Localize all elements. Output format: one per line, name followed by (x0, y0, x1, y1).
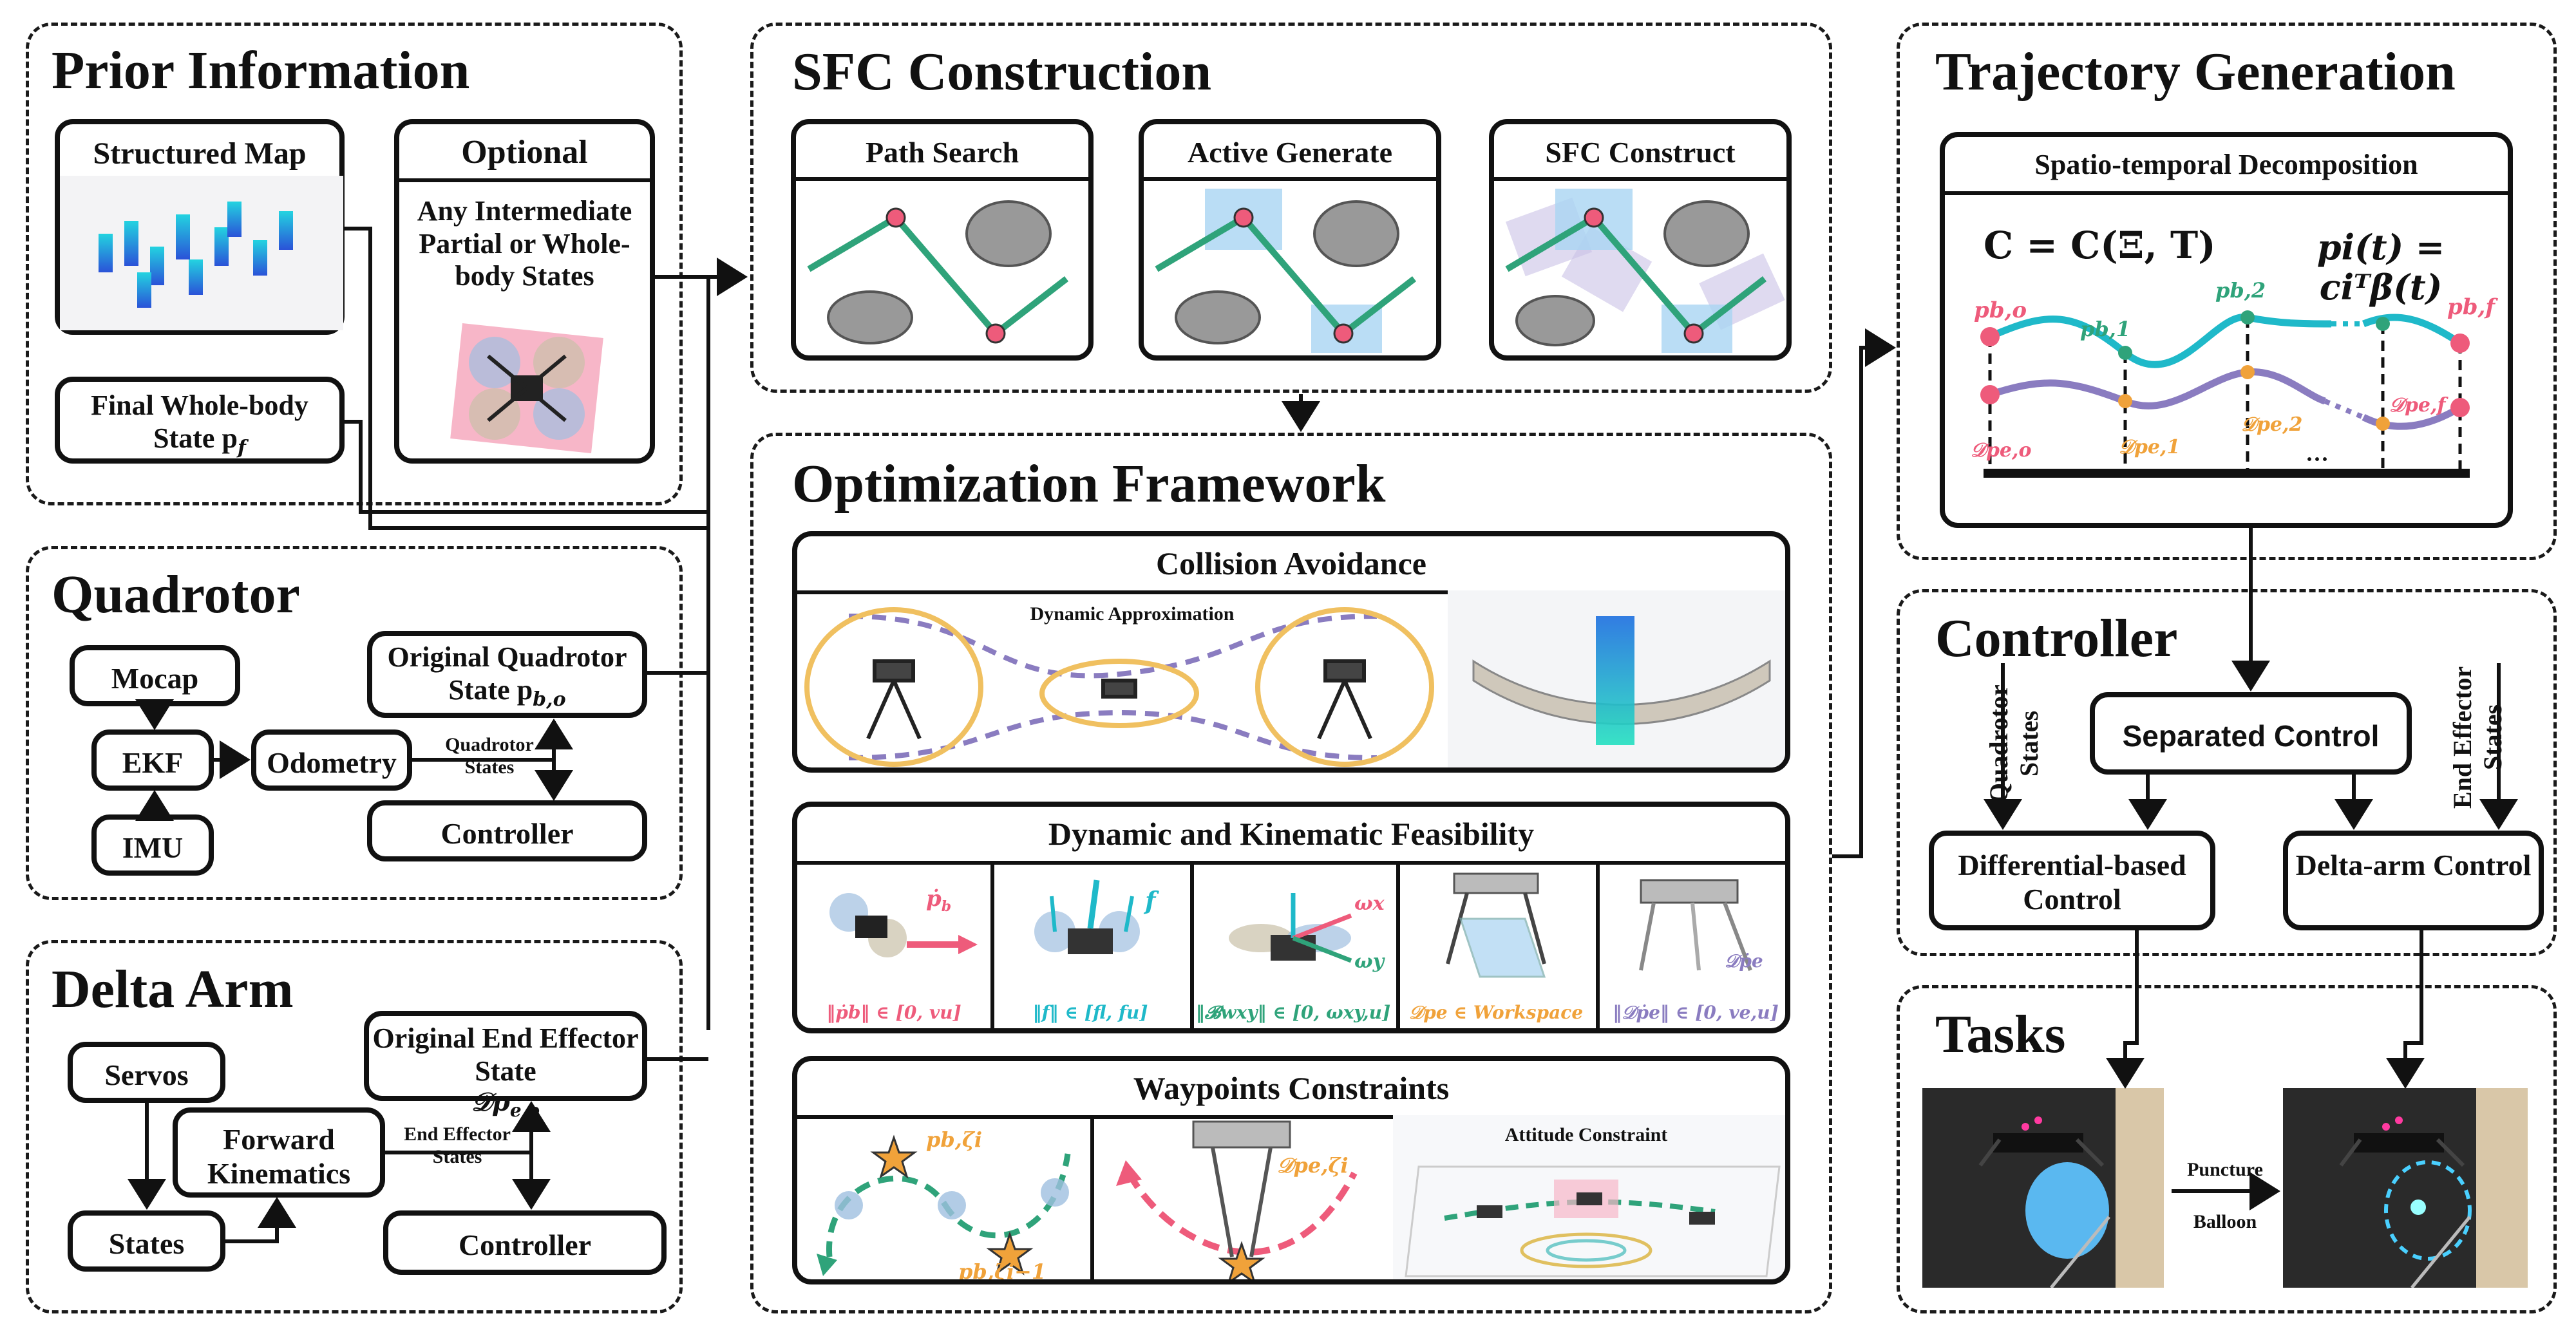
prior-information-title: Prior Information (52, 44, 469, 98)
feasibility-omega-x: ωx (1354, 893, 1384, 916)
sfc-construct-panel: SFC Construct (1489, 119, 1792, 361)
structured-map-box: Structured Map (55, 119, 345, 335)
waypoints-constraints-title: Waypoints Constraints (797, 1061, 1785, 1119)
optional-box: Optional Any Intermediate Partial or Who… (394, 119, 655, 464)
waypoint-label-top: pb,ζi (926, 1128, 982, 1152)
tasks-title: Tasks (1935, 1008, 2065, 1062)
feasibility-panel: Dynamic and Kinematic Feasibility ṗb ‖ṗb… (792, 802, 1790, 1033)
final-whole-body-state-label: Final Whole-body State pf (60, 390, 339, 459)
task-photo-before (1922, 1088, 2164, 1288)
mocap-box: Mocap (70, 645, 240, 706)
feasibility-thrust-constraint: ‖f‖ ∈ [fl, fu] (990, 1002, 1190, 1023)
ekf-box: EKF (91, 729, 214, 791)
feasibility-title: Dynamic and Kinematic Feasibility (797, 807, 1785, 865)
traj-label-pbo: pb,o (1974, 298, 2027, 323)
traj-label-pe2: 𝒟pe,2 (2241, 414, 2302, 437)
feasibility-omega-y: ωy (1354, 951, 1384, 974)
spatio-temporal-title: Spatio-temporal Decomposition (1945, 149, 2508, 182)
trajectory-generation-title: Trajectory Generation (1935, 45, 2456, 99)
optional-body: Any Intermediate Partial or Whole-body S… (408, 195, 641, 293)
feasibility-workspace-constraint: 𝒟pe ∈ Workspace (1396, 1002, 1596, 1023)
feasibility-ee-velocity-symbol: 𝒟ṗe (1725, 951, 1763, 972)
feasibility-cell-ee-velocity: 𝒟ṗe ‖𝒟ṗe‖ ∈ [0, ve,u] (1596, 861, 1790, 1028)
delta-arm-control-box: Delta-arm Control (2283, 831, 2544, 930)
waypoint-label-bottom: pb,ζi−1 (958, 1260, 1046, 1279)
waypoint-label-mid: 𝒟pe,ζi (1277, 1154, 1349, 1178)
waypoints-constraints-panel: Waypoints Constraints pb,ζi pb,ζi−1 𝒟pe,… (792, 1056, 1790, 1284)
forward-kinematics-box: Forward Kinematics (173, 1107, 385, 1198)
drone-multi-pose-image (450, 317, 604, 453)
quadrotor-title: Quadrotor (52, 568, 300, 622)
feasibility-velocity-symbol: ṗb (926, 887, 951, 915)
collision-avoidance-title: Collision Avoidance (797, 536, 1785, 594)
attitude-constraint-illustration (1393, 1115, 1790, 1279)
original-quadrotor-state-box: Original Quadrotor State pb,o (367, 631, 647, 718)
collision-avoidance-panel: Collision Avoidance Dynamic Approximatio… (792, 531, 1790, 773)
sfc-construction-title: SFC Construction (792, 45, 1211, 99)
feasibility-cell-workspace: 𝒟pe ∈ Workspace (1396, 861, 1600, 1028)
controller-title: Controller (1935, 612, 2177, 666)
active-generate-panel: Active Generate (1139, 119, 1441, 361)
traj-label-pef: 𝒟pe,f (2389, 395, 2445, 417)
traj-ellipsis: ··· (2306, 446, 2329, 473)
optimization-framework-title: Optimization Framework (792, 457, 1386, 511)
feasibility-velocity-constraint: ‖ṗb‖ ∈ [0, vu] (797, 1002, 990, 1023)
puncture-balloon-label: Puncture Balloon (2170, 1159, 2280, 1233)
imu-box: IMU (91, 814, 214, 876)
path-search-panel: Path Search (791, 119, 1094, 361)
quadrotor-states-edge-label: Quadrotor States (425, 734, 554, 778)
active-generate-illustration (1144, 182, 1436, 356)
task-photo-after (2283, 1088, 2528, 1288)
structured-map-image (60, 176, 343, 330)
end-effector-states-vertical-label: End Effector States (2447, 657, 2508, 818)
traj-label-pb2: pb,2 (2215, 279, 2266, 303)
spatio-temporal-panel: Spatio-temporal Decomposition C = C(Ξ, T… (1940, 132, 2513, 528)
collision-3d-illustration (1448, 590, 1790, 767)
differential-control-box: Differential-based Control (1929, 831, 2215, 930)
structured-map-label: Structured Map (60, 136, 339, 171)
feasibility-thrust-symbol: f (1145, 887, 1155, 915)
equation-left: C = C(Ξ, T) (1984, 224, 2216, 267)
separated-control-box: Separated Control (2090, 692, 2412, 775)
original-end-effector-state-box: Original End Effector State 𝒟pe,o (364, 1011, 647, 1101)
traj-label-pbf: pb,f (2447, 295, 2495, 320)
feasibility-cell-angular: ωx ωy ‖𝓑wxy‖ ∈ [0, ωxy,u] (1190, 861, 1400, 1028)
optional-label: Optional (399, 133, 650, 172)
traj-label-pe1: 𝒟pe,1 (2119, 437, 2180, 459)
quadrotor-states-vertical-label: Quadrotor States (1984, 676, 2044, 811)
delta-controller-box: Controller (383, 1210, 667, 1275)
feasibility-angular-constraint: ‖𝓑wxy‖ ∈ [0, ωxy,u] (1190, 1002, 1396, 1023)
final-whole-body-state-box: Final Whole-body State pf (55, 377, 345, 464)
quadrotor-controller-box: Controller (367, 800, 647, 861)
feasibility-cell-velocity: ṗb ‖ṗb‖ ∈ [0, vu] (797, 861, 994, 1028)
odometry-box: Odometry (251, 729, 412, 791)
waypoints-delta-illustration (1090, 1115, 1393, 1279)
traj-label-pb1: pb,1 (2080, 317, 2130, 341)
end-effector-states-edge-label: End Effector States (386, 1124, 528, 1168)
servos-box: Servos (68, 1042, 225, 1103)
feasibility-cell-thrust: f ‖f‖ ∈ [fl, fu] (990, 861, 1194, 1028)
path-search-illustration (796, 182, 1088, 356)
dynamic-approximation-illustration (797, 590, 1441, 767)
delta-arm-title: Delta Arm (52, 963, 294, 1017)
delta-states-box: States (68, 1210, 225, 1272)
sfc-construct-illustration (1494, 182, 1786, 356)
traj-label-peo: 𝒟pe,o (1971, 440, 2031, 462)
feasibility-ee-velocity-constraint: ‖𝒟ṗe‖ ∈ [0, ve,u] (1596, 1002, 1790, 1023)
